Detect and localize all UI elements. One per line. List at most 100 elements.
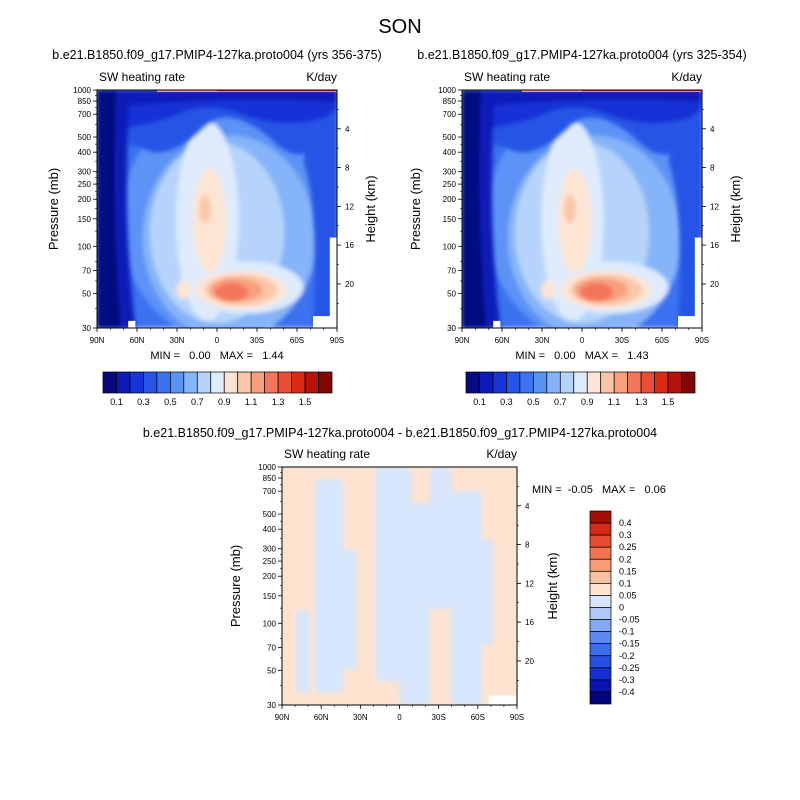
colorbar-tick-label: -0.25 (619, 663, 640, 673)
y2-tick-label: 4 (525, 502, 530, 511)
y2-tick-label: 16 (710, 241, 719, 250)
y-tick-label: 100 (78, 242, 92, 251)
colorbar-tick-label: 0.7 (191, 397, 204, 407)
contour-band-6 (193, 168, 227, 274)
colorbar-swatch (586, 371, 602, 394)
colorbar-swatch (627, 371, 642, 394)
missing-data-nh (493, 320, 501, 328)
strat-hot-layer (217, 90, 337, 92)
panel-diff-y2-axis-title: Height (km) (545, 552, 560, 619)
colorbar-tick-label: 0.4 (619, 518, 632, 528)
x-tick-label: 0 (580, 336, 585, 345)
y-tick-label: 700 (78, 110, 92, 119)
colorbar-swatch (237, 371, 252, 394)
colorbar-tick-label: 0.05 (619, 590, 637, 600)
colorbar-tick-label: 1.1 (245, 397, 258, 407)
y-tick-label: 30 (82, 324, 91, 333)
panel-diff-units-label: K/day (486, 447, 517, 461)
y-tick-label: 400 (78, 148, 92, 157)
y-tick-label: 850 (263, 474, 277, 483)
y-tick-label: 1000 (258, 463, 276, 472)
y-tick-label: 50 (447, 289, 456, 298)
colorbar-tick-label: 1.5 (662, 397, 675, 407)
colorbar-swatch (506, 371, 521, 394)
colorbar-swatch (613, 371, 628, 394)
colorbar-tick-label: 0.3 (137, 397, 150, 407)
y2-tick-label: 20 (345, 280, 354, 289)
y-tick-label: 250 (263, 557, 277, 566)
colorbar-swatch (533, 371, 548, 394)
y-tick-label: 200 (443, 195, 457, 204)
panel-diff: b.e21.B1850.f09_g17.PMIP4-127ka.proto004… (143, 426, 666, 722)
x-tick-label: 60N (495, 336, 510, 345)
colorbar-tick-label: 1.3 (272, 397, 285, 407)
diff-negative-regions (296, 467, 494, 705)
colorbar-tick-label: 0.25 (619, 542, 637, 552)
x-tick-label: 90N (90, 336, 105, 345)
y2-tick-label: 4 (710, 125, 715, 134)
panel-right-min-max: MIN = 0.00 MAX = 1.43 (515, 350, 648, 362)
diff-negative-band-4 (430, 467, 452, 610)
missing-data-sh (329, 237, 337, 328)
colorbar-tick-label: 0.1 (473, 397, 486, 407)
x-tick-label: 60S (655, 336, 669, 345)
band-upper-1 (97, 90, 337, 110)
colorbar-swatch (156, 371, 171, 394)
y2-tick-label: 8 (345, 164, 350, 173)
colorbar-swatch (654, 371, 669, 394)
panel-right-title: b.e21.B1850.f09_g17.PMIP4-127ka.proto004… (417, 48, 746, 62)
y-tick-label: 200 (263, 572, 277, 581)
missing-data-surface (678, 316, 702, 328)
panel-left-y2-axis-title: Height (km) (363, 175, 378, 242)
contour-band-12 (176, 280, 191, 300)
panel-right-y-axis-title: Pressure (mb) (408, 168, 423, 250)
colorbar-swatch (250, 371, 265, 394)
colorbar-swatch (600, 371, 615, 394)
missing-data-surface (488, 695, 517, 705)
y-tick-label: 850 (443, 97, 457, 106)
colorbar-swatch (546, 371, 561, 394)
x-tick-label: 90S (330, 336, 344, 345)
colorbar-tick-label: -0.3 (619, 675, 635, 685)
panel-left-variable-label: SW heating rate (99, 70, 185, 84)
missing-data-sh (694, 237, 702, 328)
y2-tick-label: 16 (345, 241, 354, 250)
colorbar-tick-label: -0.05 (619, 615, 640, 625)
panel-right-axes: 30 50 70 100 150 200 250 300 400 500 700 850 1000 20 1… (438, 86, 719, 345)
band-nh-polar-core (462, 90, 486, 328)
diff-negative-band-6 (481, 538, 494, 646)
panel-left-colorbar: 0.1 0.3 0.5 0.7 0.9 1.1 1.3 1.5 (102, 371, 333, 407)
x-tick-label: 60S (290, 336, 304, 345)
colorbar-tick-label: 0.7 (554, 397, 567, 407)
x-tick-label: 90N (455, 336, 470, 345)
colorbar-swatch (559, 371, 575, 394)
y-tick-label: 500 (78, 133, 92, 142)
colorbar-swatch (573, 371, 588, 394)
colorbar-swatch (102, 371, 117, 394)
colorbar-swatch (589, 570, 612, 584)
panel-diff-variable-label: SW heating rate (284, 447, 370, 461)
colorbar-swatch (519, 371, 534, 394)
panel-diff-y-axis-title: Pressure (mb) (228, 545, 243, 627)
colorbar-swatch (318, 371, 333, 394)
colorbar-swatch (589, 679, 612, 693)
figure-title: SON (378, 16, 421, 38)
y-tick-label: 50 (267, 666, 276, 675)
colorbar-swatch (223, 371, 239, 394)
colorbar-swatch (291, 371, 306, 394)
colorbar-swatch (640, 371, 655, 394)
panel-right-variable-label: SW heating rate (464, 70, 550, 84)
y-tick-label: 250 (443, 180, 457, 189)
contour-band-10 (214, 282, 249, 302)
y-tick-label: 500 (263, 510, 277, 519)
colorbar-swatch (589, 595, 612, 608)
colorbar-swatch (465, 371, 480, 394)
colorbar-swatch (589, 631, 612, 645)
y-tick-label: 1000 (73, 86, 91, 95)
y-tick-label: 50 (82, 289, 91, 298)
panel-right: b.e21.B1850.f09_g17.PMIP4-127ka.proto004… (408, 48, 747, 407)
panel-left-y-axis-title: Pressure (mb) (46, 168, 61, 250)
colorbar-tick-label: -0.4 (619, 687, 635, 697)
colorbar-tick-label: 0.3 (619, 530, 632, 540)
